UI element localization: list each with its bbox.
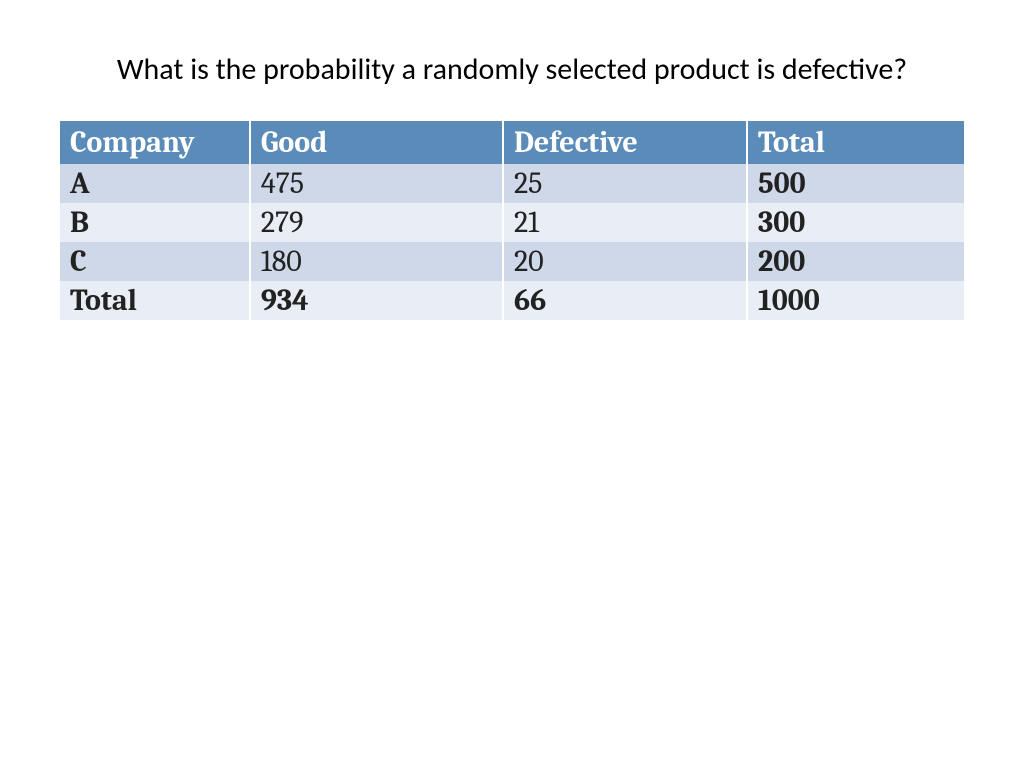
page-title: What is the probability a randomly selec… [60, 50, 964, 91]
table-header-row: Company Good Defective Total [60, 121, 964, 164]
table-row: B27921300 [60, 203, 964, 242]
data-table: Company Good Defective Total A47525500B2… [60, 121, 964, 320]
table-cell: 200 [747, 242, 964, 281]
table-cell: 279 [250, 203, 503, 242]
table-cell: Total [60, 281, 250, 320]
table-cell: 1000 [747, 281, 964, 320]
table-cell: 180 [250, 242, 503, 281]
table-cell: 475 [250, 164, 503, 203]
table-cell: 20 [503, 242, 747, 281]
table-row: Total934661000 [60, 281, 964, 320]
header-defective: Defective [503, 121, 747, 164]
table-cell: 934 [250, 281, 503, 320]
header-total: Total [747, 121, 964, 164]
table-cell: C [60, 242, 250, 281]
table-row: C18020200 [60, 242, 964, 281]
table-cell: 500 [747, 164, 964, 203]
table-cell: A [60, 164, 250, 203]
table-cell: 300 [747, 203, 964, 242]
header-good: Good [250, 121, 503, 164]
table-cell: 66 [503, 281, 747, 320]
table-cell: B [60, 203, 250, 242]
table-cell: 25 [503, 164, 747, 203]
table-cell: 21 [503, 203, 747, 242]
table-row: A47525500 [60, 164, 964, 203]
header-company: Company [60, 121, 250, 164]
